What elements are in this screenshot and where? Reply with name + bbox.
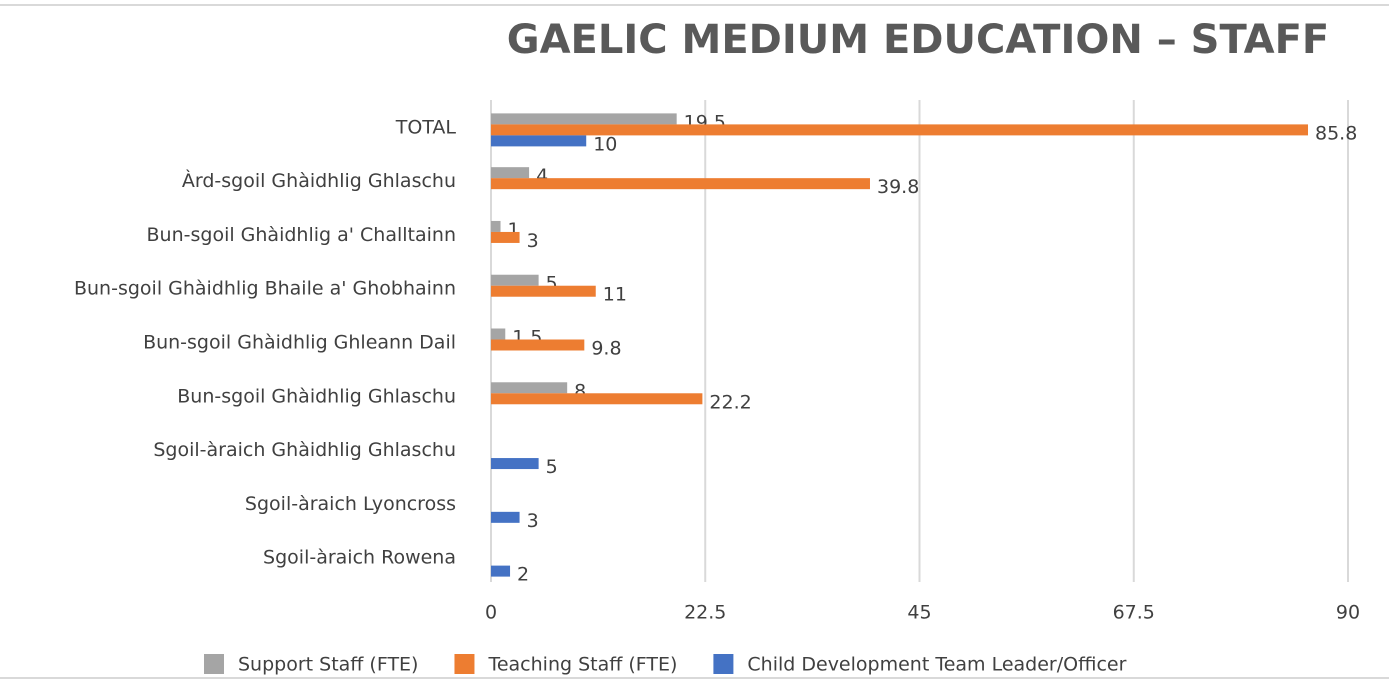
data-label: 2 — [517, 564, 529, 586]
data-label: 9.8 — [591, 338, 621, 360]
bar — [491, 167, 530, 179]
data-label: 3 — [527, 510, 539, 532]
bar — [491, 285, 596, 297]
bar — [491, 382, 568, 394]
x-tick-label: 0 — [485, 602, 497, 624]
y-tick-label: Bun-sgoil Ghàidhlig a' Challtainn — [147, 224, 456, 246]
y-tick-label: Sgoil-àraich Ghàidhlig Ghlaschu — [153, 439, 456, 461]
legend-label: Support Staff (FTE) — [238, 654, 418, 676]
data-label: 39.8 — [877, 176, 919, 198]
y-tick-label: Bun-sgoil Ghàidhlig Ghleann Dail — [143, 332, 456, 354]
data-label: 22.2 — [709, 391, 751, 413]
y-tick-label: Bun-sgoil Ghàidhlig Bhaile a' Ghobhainn — [74, 278, 456, 300]
bar — [491, 511, 520, 523]
legend-label: Teaching Staff (FTE) — [487, 654, 677, 676]
legend-swatch — [204, 654, 224, 674]
data-label: 5 — [546, 456, 558, 478]
bar — [491, 135, 587, 147]
y-tick-label: TOTAL — [395, 116, 457, 138]
legend-label: Child Development Team Leader/Officer — [747, 654, 1126, 676]
bar — [491, 178, 870, 190]
x-tick-label: 22.5 — [684, 602, 726, 624]
x-tick-label: 90 — [1336, 602, 1360, 624]
bar — [491, 339, 585, 351]
bar — [491, 220, 501, 232]
data-label: 3 — [527, 230, 539, 252]
legend-swatch — [454, 654, 475, 674]
x-tick-label: 45 — [907, 602, 931, 624]
data-label: 10 — [593, 133, 617, 155]
bar — [491, 393, 703, 405]
bar — [491, 274, 539, 286]
legend-swatch — [713, 654, 734, 674]
data-label: 11 — [603, 284, 627, 306]
bar — [491, 458, 539, 470]
y-tick-label: Sgoil-àraich Rowena — [263, 547, 456, 569]
chart-title: GAELIC MEDIUM EDUCATION – STAFF — [507, 17, 1330, 63]
bar — [491, 231, 520, 243]
y-tick-label: Sgoil-àraich Lyoncross — [245, 493, 456, 515]
bar — [491, 113, 677, 125]
bar — [491, 124, 1309, 136]
x-tick-label: 67.5 — [1113, 602, 1155, 624]
data-label: 85.8 — [1315, 122, 1357, 144]
bar — [491, 565, 511, 577]
y-tick-label: Àrd-sgoil Ghàidhlig Ghlaschu — [182, 169, 456, 192]
bar — [491, 328, 506, 340]
y-tick-label: Bun-sgoil Ghàidhlig Ghlaschu — [177, 385, 456, 407]
